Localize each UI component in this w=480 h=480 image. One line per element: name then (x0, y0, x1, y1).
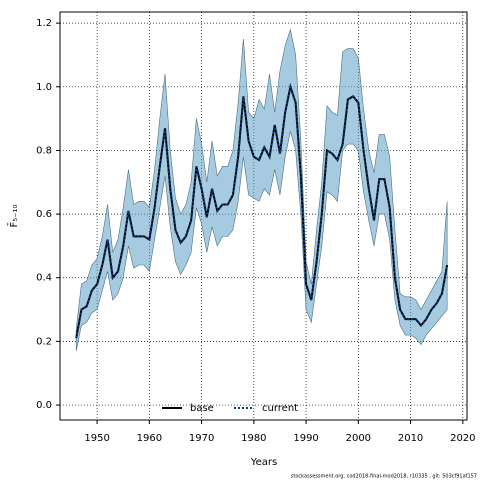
x-tick-label: 2000 (346, 433, 371, 444)
y-axis-label: F̄₅₋₁₀ (7, 204, 20, 227)
y-tick-label: 0.0 (36, 400, 52, 411)
y-tick-label: 0.8 (36, 145, 52, 156)
y-tick-label: 1.0 (36, 82, 52, 93)
x-tick-label: 2020 (450, 433, 475, 444)
y-tick-label: 0.4 (36, 273, 52, 284)
x-tick-label: 1960 (137, 433, 162, 444)
y-tick-label: 0.6 (36, 209, 52, 220)
plot-frame (59, 11, 468, 421)
x-tick-label: 1950 (84, 433, 109, 444)
series-line (75, 82, 449, 339)
x-axis-label: Years (250, 457, 277, 468)
x-tick-label: 1990 (293, 433, 318, 444)
confidence-band (75, 28, 448, 351)
legend-label: current (262, 403, 298, 414)
x-tick-label: 2010 (398, 433, 423, 444)
footnote: stockassessment.org, cod2018-final-mod20… (291, 474, 477, 480)
x-tick-label: 1970 (189, 433, 214, 444)
legend-label: base (190, 403, 214, 414)
y-tick-label: 0.2 (36, 336, 52, 347)
x-tick-label: 1980 (241, 433, 266, 444)
y-tick-label: 1.2 (36, 18, 52, 29)
